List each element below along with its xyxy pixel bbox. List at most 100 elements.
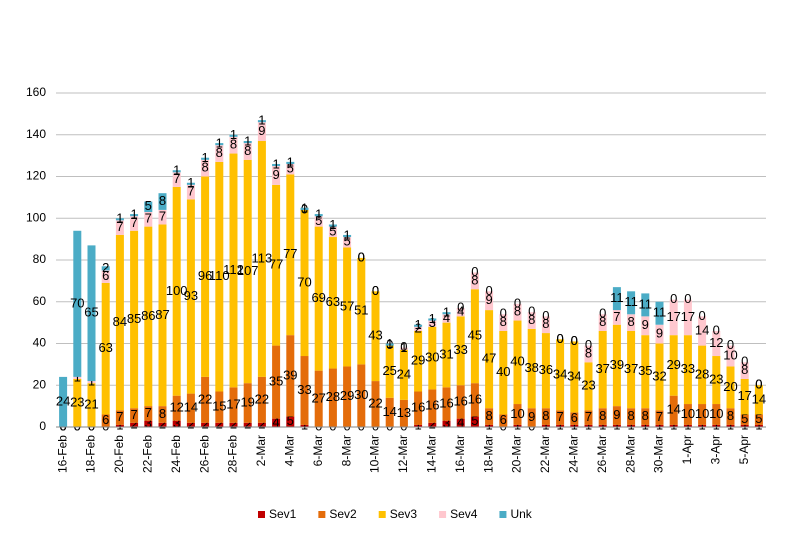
bar-segment (612, 310, 621, 325)
bar-segment (314, 226, 323, 371)
bar-segment (541, 408, 550, 425)
data-label: 0 (358, 249, 365, 264)
data-label: 0 (755, 377, 762, 392)
data-label: 14 (184, 400, 198, 415)
bar-segment (286, 174, 295, 336)
data-label: 2 (230, 416, 237, 431)
bar-segment (158, 406, 167, 423)
bar-segment (257, 120, 266, 123)
legend-label: Sev2 (329, 507, 357, 521)
data-label: 10 (695, 406, 709, 421)
data-label: 12 (169, 400, 183, 415)
legend-swatch (258, 511, 265, 518)
bar-segment (257, 422, 266, 427)
data-label: 0 (528, 304, 535, 319)
data-label: 16 (468, 391, 482, 406)
data-label: 5 (145, 198, 152, 213)
data-label: 12 (709, 335, 723, 350)
bar-segment (641, 335, 650, 409)
data-label: 13 (397, 405, 411, 420)
bar-segment (314, 214, 323, 217)
bar-segment (229, 153, 238, 388)
data-label: 8 (159, 406, 166, 421)
bar-segment (272, 418, 281, 427)
bar-segment (669, 395, 678, 425)
bar-segment (73, 378, 82, 427)
legend-label: Sev4 (450, 507, 478, 521)
bar-segment (272, 163, 281, 167)
bar-segment (740, 378, 749, 415)
bar-segment (584, 345, 593, 363)
data-label: 14 (382, 404, 396, 419)
data-label: 39 (283, 367, 297, 382)
bar-segment (158, 209, 167, 225)
x-tick-label: 18-Mar (481, 435, 495, 473)
data-label: 16 (439, 395, 453, 410)
bar-segment (357, 364, 366, 427)
data-label: 51 (354, 303, 368, 318)
bar-segment (556, 339, 565, 411)
bar-segment (698, 404, 707, 425)
data-label: 2 (159, 416, 166, 431)
bar-segment (726, 408, 735, 425)
bar-segment (130, 216, 139, 231)
bar-segment (215, 143, 224, 146)
y-tick-label: 160 (26, 85, 46, 99)
data-label: 5 (287, 161, 294, 176)
data-label: 28 (326, 389, 340, 404)
bar-segment (527, 408, 536, 427)
bar-segment (115, 218, 124, 221)
bar-segment (428, 320, 437, 327)
data-label: 8 (542, 408, 549, 423)
data-label: 17 (666, 309, 680, 324)
bar-segment (499, 330, 508, 415)
y-tick-label: 0 (39, 419, 46, 433)
bar-segment (130, 422, 139, 427)
bar-segment (726, 366, 735, 409)
data-label: 5 (741, 411, 748, 426)
bar-segment (485, 424, 494, 427)
bar-segment (641, 293, 650, 317)
bar-segment (485, 408, 494, 425)
bar-segment (286, 416, 295, 427)
data-label: 1 (301, 200, 308, 215)
bar-segment (158, 193, 167, 210)
bar-segment (300, 356, 309, 425)
bar-segment (314, 216, 323, 227)
bar-segment (740, 362, 749, 379)
bar-segment (655, 410, 664, 425)
data-label: 0 (698, 308, 705, 323)
bar-segment (172, 186, 181, 396)
bar-segment (414, 424, 423, 427)
bar-segment (87, 383, 96, 427)
data-label: 5 (315, 213, 322, 228)
x-tick-label: 28-Feb (226, 435, 240, 473)
bar-segment (215, 422, 224, 427)
bar-segment (115, 234, 124, 411)
bar-segment (428, 422, 437, 427)
bar-segment (754, 385, 763, 415)
data-label: 1 (272, 156, 279, 171)
legend-label: Sev1 (269, 507, 297, 521)
data-label: 22 (368, 395, 382, 410)
x-tick-label: 16-Mar (453, 435, 467, 473)
data-label: 5 (755, 411, 762, 426)
legend-swatch (499, 511, 507, 518)
x-tick-label: 22-Feb (140, 435, 154, 473)
bar-segment (541, 316, 550, 334)
bar-segment (300, 209, 309, 357)
data-label: 1 (429, 311, 436, 326)
x-tick-label: 1-Apr (680, 435, 694, 464)
data-label: 0 (400, 339, 407, 354)
bar-segment (286, 163, 295, 175)
data-label: 7 (187, 184, 194, 199)
data-label: 10 (510, 406, 524, 421)
bar-segment (612, 324, 621, 407)
data-label: 57 (340, 298, 354, 313)
data-label: 0 (542, 308, 549, 323)
data-label: 2 (244, 416, 251, 431)
bar-segment (598, 408, 607, 425)
legend-swatch (318, 511, 326, 518)
data-label: 27 (311, 390, 325, 405)
data-label: 31 (439, 346, 453, 361)
